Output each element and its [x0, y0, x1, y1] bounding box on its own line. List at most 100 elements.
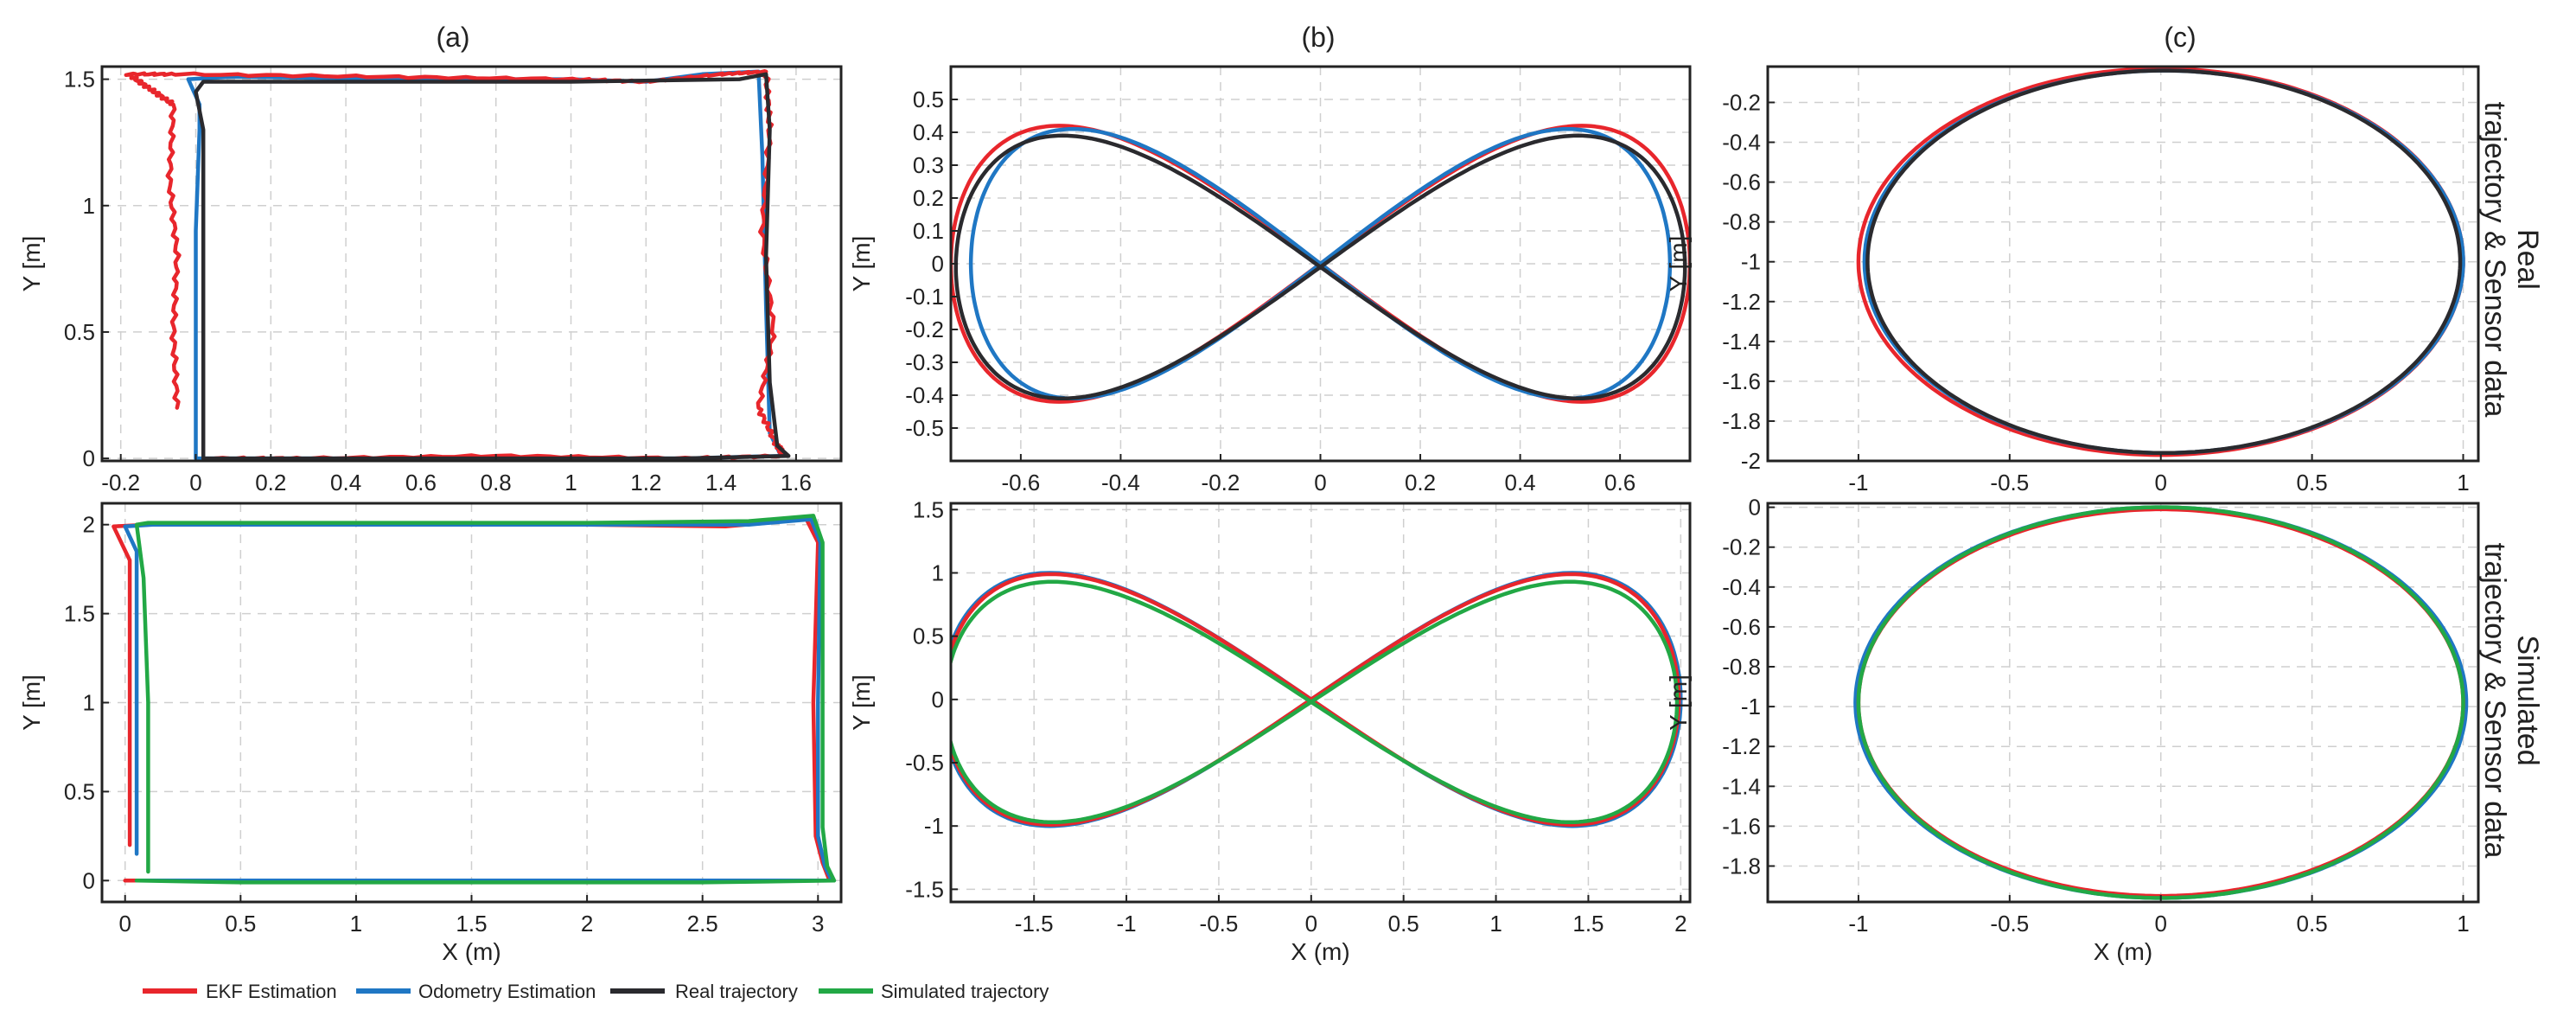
y-tick-label: -0.4 [1722, 574, 1761, 600]
series-line-real-trajectory [194, 72, 791, 461]
x-tick-label: 2.5 [687, 911, 718, 937]
x-tick-label: 1.5 [456, 911, 487, 937]
y-tick-label: -1.5 [905, 876, 944, 902]
series-group [112, 514, 837, 885]
series-line-simulated-trajectory [951, 579, 1680, 825]
y-tick-label: -1 [1741, 694, 1761, 719]
y-tick-label: 0 [83, 445, 95, 471]
y-tick-label: 2 [83, 512, 95, 538]
y-tick-label: 0 [932, 687, 944, 713]
subplot-real-rect: -0.2 0 0.2 0.4 0.6 0.8 1 1.2 1.4 1.600.511.5Y [m] [18, 65, 843, 496]
y-tick-label: -1.6 [1722, 368, 1761, 394]
y-tick-label: -0.4 [1722, 130, 1761, 156]
x-tick-label: 1 [2457, 470, 2469, 496]
y-tick-label: 0.5 [913, 86, 944, 112]
x-tick-label: 1 [2457, 911, 2469, 937]
subplot-sim-rect: 0 0.5 1 1.5 2 2.5 3 0 0.5 1 1.5 2 Y [m] X (m) [18, 502, 843, 965]
series-group [951, 571, 1683, 828]
legend-entry-simulated: Simulated trajectory [819, 981, 1049, 1002]
y-tick-label: -0.2 [905, 316, 944, 342]
axes-frame [1766, 65, 2480, 463]
row-label-real: Real trajectory & Sensor data [2478, 102, 2544, 418]
y-axis-label: Y [m] [1665, 236, 1692, 292]
y-tick-label: -1 [924, 813, 944, 839]
x-tick-label: -0.5 [1200, 911, 1239, 937]
x-tick-label: 0 [2154, 911, 2166, 937]
axes-frame [100, 65, 843, 463]
subplot-real-eight: -0.6 -0.4 -0.2 0 0.2 0.4 0.6 -0.5 -0.4 -0.3 -0.2 -0… [848, 65, 1692, 496]
y-tick-label: -2 [1741, 448, 1761, 474]
x-tick-label: 0.5 [2297, 911, 2328, 937]
x-tick-label: 1.6 [781, 470, 812, 496]
x-tick-label: 0.4 [1505, 470, 1536, 496]
y-tick-label: 0 [1749, 495, 1761, 521]
series-line-ekf-estimation [124, 69, 789, 461]
y-tick-label: 0.4 [913, 119, 944, 145]
y-tick-label: 1 [83, 690, 95, 716]
y-tick-label: -1 [1741, 249, 1761, 275]
column-title-c: (c) [2164, 22, 2196, 53]
x-axis-label: X (m) [2094, 938, 2152, 965]
y-axis-label: Y [m] [848, 236, 875, 292]
series-line-ekf-estimation [951, 572, 1681, 827]
x-tick-label: -1 [1848, 911, 1868, 937]
subplot-sim-ellipse: -1 -0.5 0 0.5 1 -1.8 -1.6 -1.4 -1.2 -1 -0.8 -0.6 -0.… [1665, 495, 2480, 965]
row-label-real-line2: trajectory & Sensor data [2478, 102, 2511, 418]
x-tick-label: 0.8 [481, 470, 512, 496]
x-tick-label: 1 [350, 911, 362, 937]
legend-entry-real: Real trajectory [610, 981, 798, 1002]
y-axis-label: Y [m] [18, 236, 45, 292]
x-tick-label: 0 [2154, 470, 2166, 496]
x-tick-label: 2 [581, 911, 593, 937]
x-tick-label: -1 [1848, 470, 1868, 496]
x-tick-label: -1 [1117, 911, 1137, 937]
series-group [124, 69, 791, 461]
x-tick-label: -1.5 [1015, 911, 1054, 937]
row-label-simulated-line2: trajectory & Sensor data [2478, 543, 2511, 859]
y-axis-label: Y [m] [1665, 675, 1692, 731]
y-tick-label: 1.5 [64, 67, 95, 93]
x-tick-label: 1 [1489, 911, 1502, 937]
y-tick-label: -0.4 [905, 382, 944, 408]
subplot-panels: -0.2 0 0.2 0.4 0.6 0.8 1 1.2 1.4 1.600.511.5Y [m]… [18, 65, 2480, 965]
y-tick-label: 0 [83, 867, 95, 893]
y-tick-label: 1.5 [64, 601, 95, 627]
y-axis-label: Y [m] [848, 675, 875, 731]
legend-label-odometry: Odometry Estimation [418, 981, 596, 1002]
y-tick-label: -0.3 [905, 349, 944, 375]
y-tick-label: -0.8 [1722, 654, 1761, 680]
x-tick-label: 3 [812, 911, 824, 937]
x-tick-label: -0.2 [1202, 470, 1240, 496]
x-tick-label: 0 [118, 911, 131, 937]
x-tick-label: 1.5 [1572, 911, 1604, 937]
x-tick-label: -0.2 [101, 470, 140, 496]
x-tick-label: 1 [564, 470, 577, 496]
series-line-odometry-estimation [123, 517, 834, 883]
series-group [951, 124, 1690, 404]
axes-frame [949, 502, 1692, 904]
y-tick-label: -1.2 [1722, 733, 1761, 759]
x-axis-label: X (m) [1291, 938, 1349, 965]
x-tick-label: 0.5 [225, 911, 256, 937]
x-tick-label: 0.4 [330, 470, 361, 496]
y-tick-label: -0.2 [1722, 89, 1761, 115]
y-tick-label: 0.1 [913, 218, 944, 244]
x-tick-label: 0.2 [255, 470, 286, 496]
legend-label-ekf: EKF Estimation [206, 981, 337, 1002]
x-tick-label: 2 [1674, 911, 1687, 937]
row-label-simulated-line1: Simulated [2511, 635, 2544, 765]
x-tick-label: -0.5 [1990, 470, 2029, 496]
legend-label-real: Real trajectory [675, 981, 798, 1002]
y-tick-label: -0.6 [1722, 614, 1761, 640]
y-tick-label: -0.1 [905, 284, 944, 310]
y-axis-label: Y [m] [18, 675, 45, 731]
y-tick-label: -1.8 [1722, 408, 1761, 434]
y-tick-label: 0.5 [913, 623, 944, 649]
series-line-real-trajectory [1865, 68, 2463, 456]
y-tick-label: -1.4 [1722, 773, 1761, 799]
y-tick-label: 0.5 [64, 319, 95, 345]
column-title-a: (a) [436, 22, 469, 53]
y-tick-label: 1 [932, 559, 944, 585]
row-label-simulated: Simulated trajectory & Sensor data [2478, 543, 2544, 859]
